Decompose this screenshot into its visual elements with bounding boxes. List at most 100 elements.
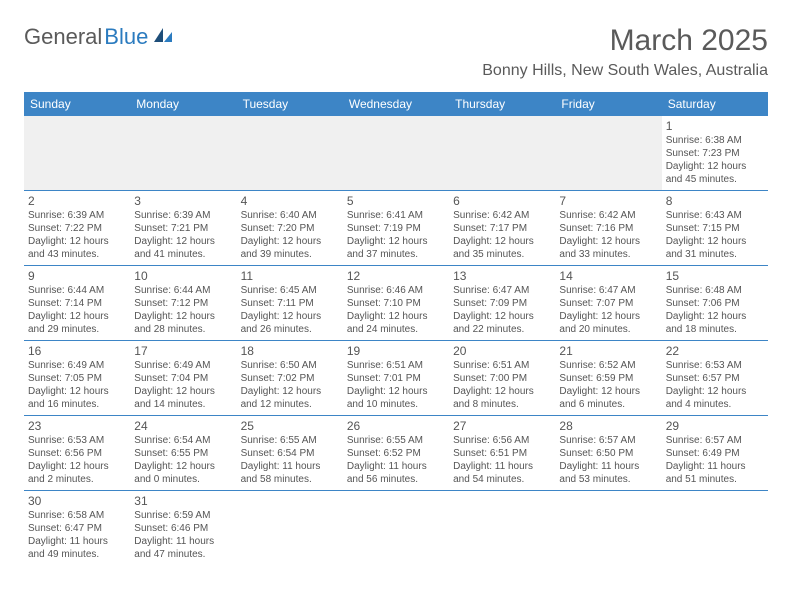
sunset-text: Sunset: 6:52 PM bbox=[347, 447, 445, 460]
calendar-cell: 7Sunrise: 6:42 AMSunset: 7:16 PMDaylight… bbox=[555, 191, 661, 266]
daylight-text: Daylight: 12 hours and 35 minutes. bbox=[453, 235, 551, 261]
calendar-cell bbox=[343, 116, 449, 191]
daylight-text: Daylight: 11 hours and 56 minutes. bbox=[347, 460, 445, 486]
sunrise-text: Sunrise: 6:47 AM bbox=[453, 284, 551, 297]
calendar-cell: 29Sunrise: 6:57 AMSunset: 6:49 PMDayligh… bbox=[662, 416, 768, 491]
sunset-text: Sunset: 7:20 PM bbox=[241, 222, 339, 235]
day-info: Sunrise: 6:53 AMSunset: 6:57 PMDaylight:… bbox=[666, 359, 764, 411]
day-info: Sunrise: 6:41 AMSunset: 7:19 PMDaylight:… bbox=[347, 209, 445, 261]
sunset-text: Sunset: 6:51 PM bbox=[453, 447, 551, 460]
day-header: Saturday bbox=[662, 92, 768, 116]
daylight-text: Daylight: 12 hours and 6 minutes. bbox=[559, 385, 657, 411]
header-right: March 2025 Bonny Hills, New South Wales,… bbox=[482, 24, 768, 80]
sunrise-text: Sunrise: 6:52 AM bbox=[559, 359, 657, 372]
day-number: 14 bbox=[559, 269, 657, 283]
calendar-cell: 8Sunrise: 6:43 AMSunset: 7:15 PMDaylight… bbox=[662, 191, 768, 266]
daylight-text: Daylight: 11 hours and 47 minutes. bbox=[134, 535, 232, 561]
day-header: Monday bbox=[130, 92, 236, 116]
day-info: Sunrise: 6:40 AMSunset: 7:20 PMDaylight:… bbox=[241, 209, 339, 261]
calendar-cell: 28Sunrise: 6:57 AMSunset: 6:50 PMDayligh… bbox=[555, 416, 661, 491]
sunset-text: Sunset: 7:07 PM bbox=[559, 297, 657, 310]
calendar-cell: 12Sunrise: 6:46 AMSunset: 7:10 PMDayligh… bbox=[343, 266, 449, 341]
calendar-cell: 4Sunrise: 6:40 AMSunset: 7:20 PMDaylight… bbox=[237, 191, 343, 266]
day-number: 21 bbox=[559, 344, 657, 358]
day-number: 8 bbox=[666, 194, 764, 208]
daylight-text: Daylight: 12 hours and 20 minutes. bbox=[559, 310, 657, 336]
sunrise-text: Sunrise: 6:50 AM bbox=[241, 359, 339, 372]
sunset-text: Sunset: 6:49 PM bbox=[666, 447, 764, 460]
day-header: Sunday bbox=[24, 92, 130, 116]
calendar-cell bbox=[449, 491, 555, 566]
daylight-text: Daylight: 12 hours and 33 minutes. bbox=[559, 235, 657, 261]
sunset-text: Sunset: 6:57 PM bbox=[666, 372, 764, 385]
calendar-cell: 9Sunrise: 6:44 AMSunset: 7:14 PMDaylight… bbox=[24, 266, 130, 341]
calendar-cell bbox=[130, 116, 236, 191]
calendar-cell: 11Sunrise: 6:45 AMSunset: 7:11 PMDayligh… bbox=[237, 266, 343, 341]
day-number: 25 bbox=[241, 419, 339, 433]
calendar-header-row: SundayMondayTuesdayWednesdayThursdayFrid… bbox=[24, 92, 768, 116]
day-info: Sunrise: 6:52 AMSunset: 6:59 PMDaylight:… bbox=[559, 359, 657, 411]
calendar-cell bbox=[237, 116, 343, 191]
day-info: Sunrise: 6:58 AMSunset: 6:47 PMDaylight:… bbox=[28, 509, 126, 561]
calendar-cell: 10Sunrise: 6:44 AMSunset: 7:12 PMDayligh… bbox=[130, 266, 236, 341]
sunrise-text: Sunrise: 6:56 AM bbox=[453, 434, 551, 447]
sunset-text: Sunset: 7:01 PM bbox=[347, 372, 445, 385]
calendar-cell bbox=[237, 491, 343, 566]
calendar-table: SundayMondayTuesdayWednesdayThursdayFrid… bbox=[24, 92, 768, 565]
day-info: Sunrise: 6:53 AMSunset: 6:56 PMDaylight:… bbox=[28, 434, 126, 486]
daylight-text: Daylight: 11 hours and 53 minutes. bbox=[559, 460, 657, 486]
sunset-text: Sunset: 7:14 PM bbox=[28, 297, 126, 310]
day-number: 13 bbox=[453, 269, 551, 283]
day-number: 11 bbox=[241, 269, 339, 283]
sunrise-text: Sunrise: 6:58 AM bbox=[28, 509, 126, 522]
day-info: Sunrise: 6:38 AMSunset: 7:23 PMDaylight:… bbox=[666, 134, 764, 186]
sunrise-text: Sunrise: 6:53 AM bbox=[28, 434, 126, 447]
day-number: 31 bbox=[134, 494, 232, 508]
sunrise-text: Sunrise: 6:41 AM bbox=[347, 209, 445, 222]
sunrise-text: Sunrise: 6:57 AM bbox=[666, 434, 764, 447]
daylight-text: Daylight: 12 hours and 18 minutes. bbox=[666, 310, 764, 336]
day-info: Sunrise: 6:49 AMSunset: 7:05 PMDaylight:… bbox=[28, 359, 126, 411]
sunrise-text: Sunrise: 6:38 AM bbox=[666, 134, 764, 147]
daylight-text: Daylight: 12 hours and 45 minutes. bbox=[666, 160, 764, 186]
day-info: Sunrise: 6:39 AMSunset: 7:22 PMDaylight:… bbox=[28, 209, 126, 261]
day-info: Sunrise: 6:47 AMSunset: 7:09 PMDaylight:… bbox=[453, 284, 551, 336]
sunset-text: Sunset: 6:56 PM bbox=[28, 447, 126, 460]
daylight-text: Daylight: 12 hours and 39 minutes. bbox=[241, 235, 339, 261]
day-number: 16 bbox=[28, 344, 126, 358]
day-header: Thursday bbox=[449, 92, 555, 116]
sunset-text: Sunset: 7:16 PM bbox=[559, 222, 657, 235]
sunset-text: Sunset: 7:17 PM bbox=[453, 222, 551, 235]
day-number: 7 bbox=[559, 194, 657, 208]
calendar-cell: 26Sunrise: 6:55 AMSunset: 6:52 PMDayligh… bbox=[343, 416, 449, 491]
calendar-cell: 18Sunrise: 6:50 AMSunset: 7:02 PMDayligh… bbox=[237, 341, 343, 416]
sunrise-text: Sunrise: 6:51 AM bbox=[453, 359, 551, 372]
daylight-text: Daylight: 12 hours and 41 minutes. bbox=[134, 235, 232, 261]
calendar-row: 9Sunrise: 6:44 AMSunset: 7:14 PMDaylight… bbox=[24, 266, 768, 341]
calendar-cell: 27Sunrise: 6:56 AMSunset: 6:51 PMDayligh… bbox=[449, 416, 555, 491]
sunset-text: Sunset: 7:09 PM bbox=[453, 297, 551, 310]
logo: GeneralBlue bbox=[24, 24, 174, 50]
sunrise-text: Sunrise: 6:39 AM bbox=[28, 209, 126, 222]
calendar-cell bbox=[662, 491, 768, 566]
daylight-text: Daylight: 12 hours and 12 minutes. bbox=[241, 385, 339, 411]
calendar-row: 23Sunrise: 6:53 AMSunset: 6:56 PMDayligh… bbox=[24, 416, 768, 491]
sunset-text: Sunset: 7:04 PM bbox=[134, 372, 232, 385]
daylight-text: Daylight: 12 hours and 8 minutes. bbox=[453, 385, 551, 411]
day-info: Sunrise: 6:54 AMSunset: 6:55 PMDaylight:… bbox=[134, 434, 232, 486]
calendar-body: 1Sunrise: 6:38 AMSunset: 7:23 PMDaylight… bbox=[24, 116, 768, 565]
day-info: Sunrise: 6:43 AMSunset: 7:15 PMDaylight:… bbox=[666, 209, 764, 261]
daylight-text: Daylight: 12 hours and 0 minutes. bbox=[134, 460, 232, 486]
calendar-cell: 22Sunrise: 6:53 AMSunset: 6:57 PMDayligh… bbox=[662, 341, 768, 416]
sunset-text: Sunset: 6:47 PM bbox=[28, 522, 126, 535]
sunrise-text: Sunrise: 6:45 AM bbox=[241, 284, 339, 297]
daylight-text: Daylight: 12 hours and 10 minutes. bbox=[347, 385, 445, 411]
sunrise-text: Sunrise: 6:54 AM bbox=[134, 434, 232, 447]
sunset-text: Sunset: 6:50 PM bbox=[559, 447, 657, 460]
day-number: 9 bbox=[28, 269, 126, 283]
sunset-text: Sunset: 7:05 PM bbox=[28, 372, 126, 385]
calendar-cell bbox=[555, 116, 661, 191]
daylight-text: Daylight: 12 hours and 24 minutes. bbox=[347, 310, 445, 336]
calendar-cell: 20Sunrise: 6:51 AMSunset: 7:00 PMDayligh… bbox=[449, 341, 555, 416]
sunset-text: Sunset: 6:54 PM bbox=[241, 447, 339, 460]
